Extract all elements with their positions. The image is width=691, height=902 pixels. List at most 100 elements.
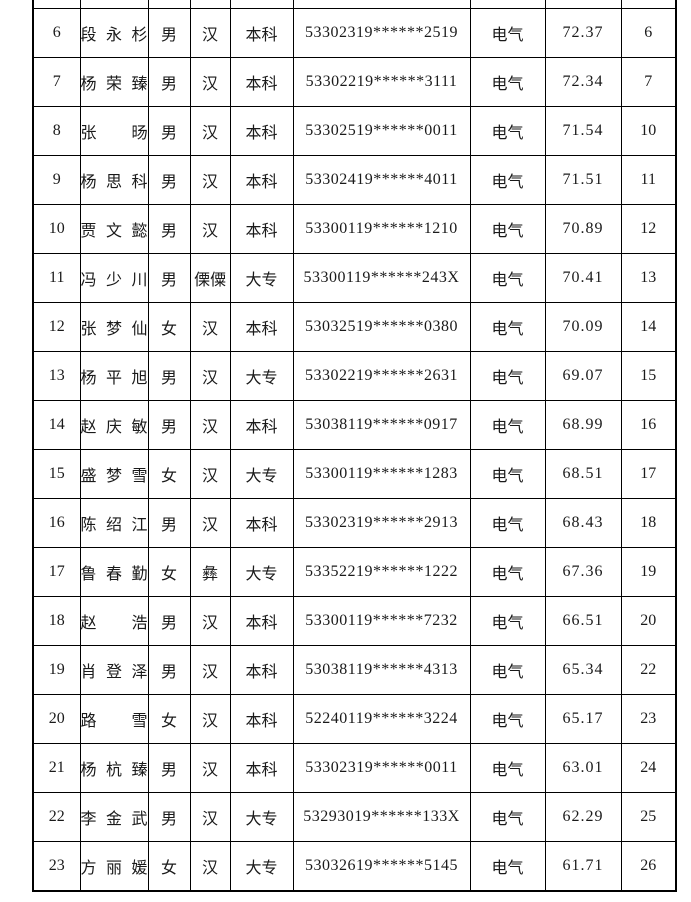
cell-position-category: 电气	[469, 792, 546, 842]
cell-row-number: 21	[32, 743, 81, 793]
cell-gender: 女	[147, 449, 191, 499]
cell-row-number: 23	[32, 841, 81, 892]
table-row: 21 杨杭臻男汉本科 53302319******0011 电气 63.01 24	[32, 743, 677, 793]
cell-rank: 14	[620, 302, 677, 352]
table-row: 16 陈绍江男汉本科 53302319******2913 电气 68.43 18	[32, 498, 677, 548]
cell-row-number: 9	[32, 155, 81, 205]
cell-name: 肖登泽	[79, 645, 149, 695]
cell-score: 66.51	[544, 596, 622, 646]
table-row: 19 肖登泽男汉本科 53038119******4313 电气 65.34 22	[32, 645, 677, 695]
cell-score: 70.89	[544, 204, 622, 254]
cell-rank: 10	[620, 106, 677, 156]
cell-id-number: 53038119******0917	[292, 400, 471, 450]
cell-gender: 男	[147, 57, 191, 107]
cell-position-category: 电气	[469, 155, 546, 205]
cell-id-number: 53352219******1222	[292, 547, 471, 597]
table-row: 17 鲁春勤女彝大专 53352219******1222 电气 67.36 19	[32, 547, 677, 597]
cell-ethnicity: 汉	[189, 302, 231, 352]
cell-score: 62.29	[544, 792, 622, 842]
cell-rank: 13	[620, 253, 677, 303]
table-row: 8 张旸男汉本科 53302519******0011 电气 71.54 10	[32, 106, 677, 156]
clipped-cell	[544, 0, 622, 9]
cell-name: 杨思科	[79, 155, 149, 205]
cell-name: 段永杉	[79, 8, 149, 58]
cell-ethnicity: 汉	[189, 8, 231, 58]
cell-row-number: 20	[32, 694, 81, 744]
cell-id-number: 53293019******133X	[292, 792, 471, 842]
cell-education: 大专	[229, 253, 294, 303]
cell-name: 杨荣臻	[79, 57, 149, 107]
cell-row-number: 11	[32, 253, 81, 303]
cell-rank: 22	[620, 645, 677, 695]
cell-position-category: 电气	[469, 351, 546, 401]
cell-score: 70.09	[544, 302, 622, 352]
cell-education: 本科	[229, 8, 294, 58]
cell-name: 方丽媛	[79, 841, 149, 892]
cell-id-number: 53302419******4011	[292, 155, 471, 205]
cell-score: 67.36	[544, 547, 622, 597]
cell-id-number: 53302519******0011	[292, 106, 471, 156]
cell-id-number: 53032519******0380	[292, 302, 471, 352]
cell-ethnicity: 汉	[189, 106, 231, 156]
cell-score: 61.71	[544, 841, 622, 892]
cell-education: 本科	[229, 400, 294, 450]
clipped-cell	[79, 0, 149, 9]
table-row: 22 李金武男汉大专 53293019******133X 电气 62.29 25	[32, 792, 677, 842]
cell-position-category: 电气	[469, 498, 546, 548]
cell-gender: 男	[147, 8, 191, 58]
cell-rank: 7	[620, 57, 677, 107]
cell-score: 68.99	[544, 400, 622, 450]
cell-rank: 20	[620, 596, 677, 646]
cell-ethnicity: 汉	[189, 204, 231, 254]
cell-ethnicity: 汉	[189, 841, 231, 892]
table-row: 15 盛梦雪女汉大专 53300119******1283 电气 68.51 17	[32, 449, 677, 499]
table-row: 10 贾文懿男汉本科 53300119******1210 电气 70.89 12	[32, 204, 677, 254]
cell-name: 陈绍江	[79, 498, 149, 548]
cell-id-number: 53300119******1283	[292, 449, 471, 499]
cell-name: 杨平旭	[79, 351, 149, 401]
table-row: 11 冯少川男傈僳 大专 53300119******243X 电气 70.41 13	[32, 253, 677, 303]
cell-position-category: 电气	[469, 596, 546, 646]
cell-position-category: 电气	[469, 841, 546, 892]
cell-position-category: 电气	[469, 57, 546, 107]
cell-row-number: 15	[32, 449, 81, 499]
clipped-cell	[147, 0, 191, 9]
cell-gender: 男	[147, 253, 191, 303]
results-table: 6 段永杉男汉本科 53302319******2519 电气 72.37 6 7 杨荣臻男汉…	[32, 0, 677, 892]
cell-education: 本科	[229, 645, 294, 695]
cell-score: 63.01	[544, 743, 622, 793]
cell-ethnicity: 彝	[189, 547, 231, 597]
cell-gender: 女	[147, 302, 191, 352]
cell-education: 本科	[229, 694, 294, 744]
cell-rank: 25	[620, 792, 677, 842]
cell-row-number: 8	[32, 106, 81, 156]
cell-score: 65.34	[544, 645, 622, 695]
cell-position-category: 电气	[469, 106, 546, 156]
cell-position-category: 电气	[469, 645, 546, 695]
cell-gender: 男	[147, 400, 191, 450]
cell-row-number: 12	[32, 302, 81, 352]
cell-rank: 15	[620, 351, 677, 401]
cell-education: 本科	[229, 155, 294, 205]
cell-rank: 17	[620, 449, 677, 499]
cell-row-number: 22	[32, 792, 81, 842]
table-row: 14 赵庆敏男汉本科 53038119******0917 电气 68.99 16	[32, 400, 677, 450]
cell-score: 69.07	[544, 351, 622, 401]
cell-position-category: 电气	[469, 8, 546, 58]
cell-gender: 男	[147, 351, 191, 401]
cell-rank: 18	[620, 498, 677, 548]
cell-position-category: 电气	[469, 743, 546, 793]
cell-id-number: 53032619******5145	[292, 841, 471, 892]
cell-gender: 女	[147, 841, 191, 892]
cell-education: 大专	[229, 841, 294, 892]
cell-score: 68.51	[544, 449, 622, 499]
cell-name: 赵庆敏	[79, 400, 149, 450]
cell-education: 本科	[229, 106, 294, 156]
cell-rank: 12	[620, 204, 677, 254]
cell-ethnicity: 傈僳	[189, 253, 231, 303]
table-row: 20 路雪女汉本科 52240119******3224 电气 65.17 23	[32, 694, 677, 744]
cell-ethnicity: 汉	[189, 155, 231, 205]
cell-score: 72.34	[544, 57, 622, 107]
cell-name: 赵浩	[79, 596, 149, 646]
cell-id-number: 53038119******4313	[292, 645, 471, 695]
